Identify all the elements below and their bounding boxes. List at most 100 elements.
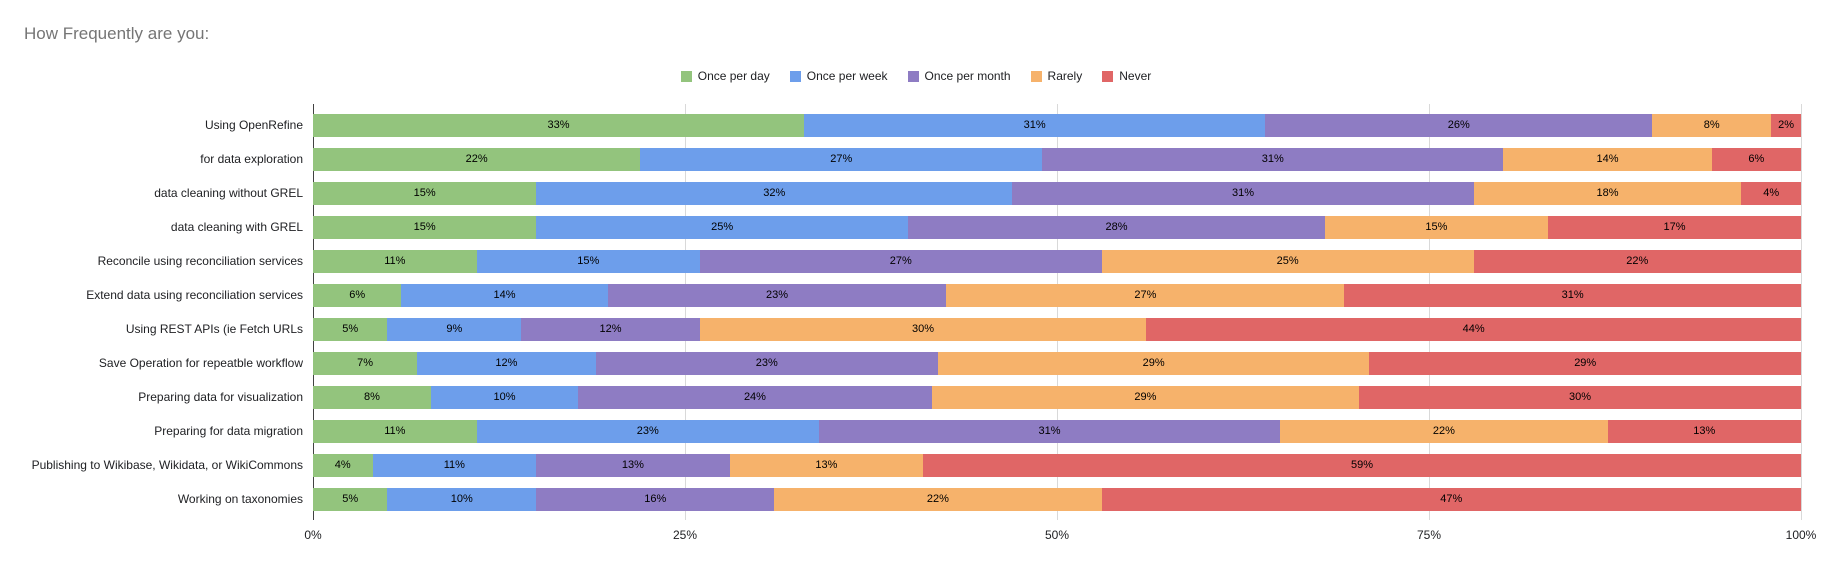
bar-segment[interactable]: 13% bbox=[729, 453, 924, 477]
bar-segment[interactable]: 22% bbox=[313, 147, 641, 171]
bar-segment[interactable]: 14% bbox=[1503, 147, 1712, 171]
gridline bbox=[1801, 104, 1802, 520]
bar-segment[interactable]: 31% bbox=[818, 419, 1281, 443]
legend-item[interactable]: Once per day bbox=[680, 69, 770, 83]
bar-segment[interactable]: 27% bbox=[640, 147, 1043, 171]
bar-segment[interactable]: 11% bbox=[313, 419, 477, 443]
bar-row: data cleaning without GREL 15% 32% 31% 18% 4% bbox=[154, 176, 1801, 210]
bar-segment[interactable]: 30% bbox=[699, 317, 1147, 341]
bar-segment[interactable]: 31% bbox=[1344, 283, 1801, 307]
segment-value-label: 10% bbox=[450, 493, 473, 505]
legend-item[interactable]: Rarely bbox=[1030, 69, 1082, 83]
gridline bbox=[685, 104, 686, 520]
bar-segment[interactable]: 11% bbox=[372, 453, 537, 477]
bar-segment[interactable]: 10% bbox=[387, 487, 537, 511]
bar-segment[interactable]: 44% bbox=[1146, 317, 1801, 341]
category-label: Using OpenRefine bbox=[204, 118, 303, 132]
bar-row: data cleaning with GREL 15% 25% 28% 15% 17% bbox=[171, 210, 1801, 244]
bar-segment[interactable]: 2% bbox=[1771, 113, 1801, 137]
legend-swatch-icon bbox=[907, 70, 919, 82]
stacked-bar: 22% 27% 31% 14% 6% bbox=[313, 147, 1801, 171]
bar-segment[interactable]: 31% bbox=[1012, 181, 1474, 205]
bar-segment[interactable]: 33% bbox=[313, 113, 805, 137]
segment-value-label: 22% bbox=[1432, 425, 1455, 437]
bar-segment[interactable]: 22% bbox=[1473, 249, 1801, 273]
bar-segment[interactable]: 5% bbox=[313, 487, 388, 511]
bar-segment[interactable]: 32% bbox=[536, 181, 1013, 205]
bar-segment[interactable]: 23% bbox=[607, 283, 947, 307]
bar-segment[interactable]: 11% bbox=[313, 249, 477, 273]
bar-segment[interactable]: 8% bbox=[313, 385, 431, 409]
bar-segment[interactable]: 5% bbox=[313, 317, 388, 341]
legend-item[interactable]: Once per month bbox=[907, 69, 1011, 83]
bar-segment[interactable]: 27% bbox=[946, 283, 1345, 307]
bar-segment[interactable]: 59% bbox=[923, 453, 1801, 477]
bar-segment[interactable]: 25% bbox=[1101, 249, 1474, 273]
bar-segment[interactable]: 27% bbox=[699, 249, 1102, 273]
bar-segment[interactable]: 13% bbox=[1607, 419, 1801, 443]
bar-segment[interactable]: 23% bbox=[476, 419, 819, 443]
segment-value-label: 15% bbox=[413, 221, 436, 233]
x-tick-label: 0% bbox=[304, 528, 322, 542]
bar-segment[interactable]: 15% bbox=[476, 249, 700, 273]
bar-segment[interactable]: 7% bbox=[313, 351, 418, 375]
segment-value-label: 12% bbox=[599, 323, 622, 335]
bar-segment[interactable]: 4% bbox=[313, 453, 373, 477]
bar-segment[interactable]: 25% bbox=[536, 215, 909, 239]
bar-segment[interactable]: 31% bbox=[804, 113, 1266, 137]
bar-segment[interactable]: 12% bbox=[417, 351, 596, 375]
bar-segment[interactable]: 15% bbox=[313, 181, 537, 205]
bar-segment[interactable]: 4% bbox=[1741, 181, 1801, 205]
bar-segment[interactable]: 12% bbox=[521, 317, 700, 341]
bar-segment[interactable]: 23% bbox=[595, 351, 938, 375]
bar-segment[interactable]: 29% bbox=[1369, 351, 1801, 375]
segment-value-label: 4% bbox=[1763, 187, 1780, 199]
bar-segment[interactable]: 31% bbox=[1042, 147, 1504, 171]
legend-item[interactable]: Once per week bbox=[789, 69, 888, 83]
bar-segment[interactable]: 22% bbox=[1280, 419, 1608, 443]
segment-value-label: 5% bbox=[342, 323, 359, 335]
segment-value-label: 59% bbox=[1351, 459, 1374, 471]
category-label: data cleaning with GREL bbox=[170, 220, 303, 234]
bar-segment[interactable]: 15% bbox=[313, 215, 537, 239]
segment-value-label: 5% bbox=[342, 493, 359, 505]
segment-value-label: 10% bbox=[493, 391, 516, 403]
bar-segment[interactable]: 17% bbox=[1548, 215, 1801, 239]
bar-segment[interactable]: 8% bbox=[1652, 113, 1772, 137]
legend-swatch-icon bbox=[789, 70, 801, 82]
bar-segment[interactable]: 15% bbox=[1324, 215, 1548, 239]
segment-value-label: 29% bbox=[1134, 391, 1157, 403]
bar-segment[interactable]: 18% bbox=[1473, 181, 1742, 205]
legend-swatch-icon bbox=[1102, 70, 1114, 82]
bar-segment[interactable]: 13% bbox=[536, 453, 730, 477]
bar-segment[interactable]: 10% bbox=[430, 385, 579, 409]
bar-segment[interactable]: 16% bbox=[536, 487, 775, 511]
segment-value-label: 29% bbox=[1574, 357, 1597, 369]
segment-value-label: 12% bbox=[495, 357, 518, 369]
segment-value-label: 28% bbox=[1105, 221, 1128, 233]
bar-segment[interactable]: 26% bbox=[1265, 113, 1653, 137]
bar-segment[interactable]: 6% bbox=[313, 283, 402, 307]
bar-segment[interactable]: 22% bbox=[774, 487, 1102, 511]
bar-segment[interactable]: 28% bbox=[908, 215, 1325, 239]
chart-title: How Frequently are you: bbox=[24, 24, 210, 43]
bar-segment[interactable]: 14% bbox=[401, 283, 608, 307]
segment-value-label: 6% bbox=[1748, 153, 1765, 165]
bar-segment[interactable]: 29% bbox=[937, 351, 1370, 375]
segment-value-label: 9% bbox=[446, 323, 463, 335]
legend-swatch-icon bbox=[1030, 70, 1042, 82]
bar-segment[interactable]: 47% bbox=[1101, 487, 1801, 511]
bar-segment[interactable]: 30% bbox=[1358, 385, 1801, 409]
bar-row: Save Operation for repeatble workflow 7% 1… bbox=[99, 346, 1801, 380]
segment-value-label: 31% bbox=[1561, 289, 1584, 301]
x-tick-label: 100% bbox=[1785, 528, 1817, 542]
category-label: Extend data using reconciliation service… bbox=[86, 288, 303, 302]
legend-item[interactable]: Never bbox=[1102, 69, 1151, 83]
segment-value-label: 8% bbox=[363, 391, 380, 403]
segment-value-label: 13% bbox=[815, 459, 838, 471]
bar-segment[interactable]: 6% bbox=[1711, 147, 1801, 171]
bar-segment[interactable]: 24% bbox=[578, 385, 932, 409]
bar-segment[interactable]: 9% bbox=[387, 317, 522, 341]
bar-segment[interactable]: 29% bbox=[931, 385, 1359, 409]
gridline bbox=[1057, 104, 1058, 520]
